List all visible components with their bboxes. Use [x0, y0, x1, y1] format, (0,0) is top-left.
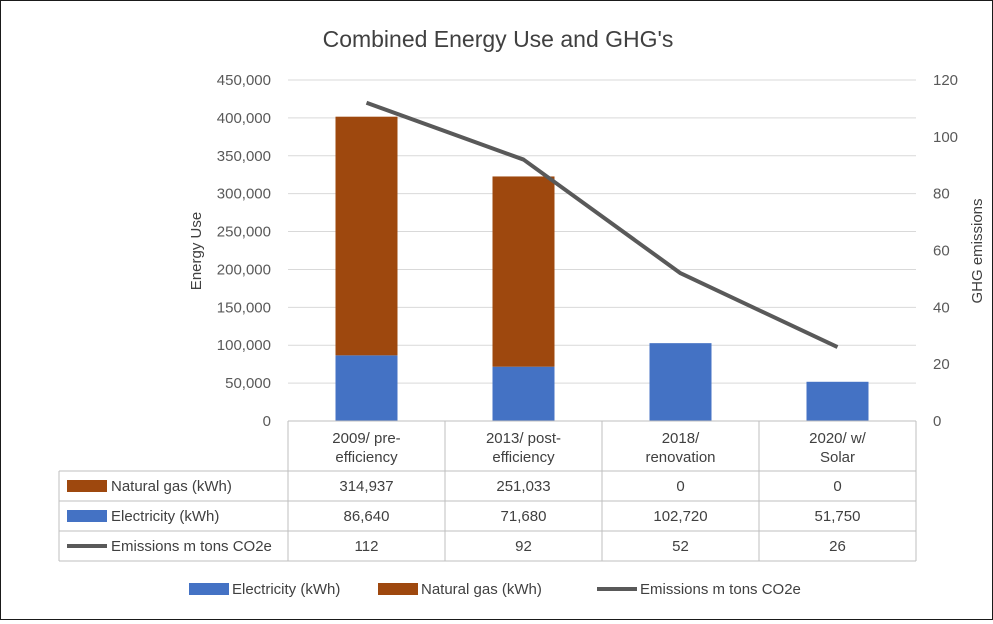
data-label: 26 — [829, 538, 846, 555]
data-label: 251,033 — [496, 478, 550, 495]
legend-key — [189, 583, 229, 595]
bars — [335, 116, 869, 421]
data-label: 92 — [515, 538, 532, 555]
emissions-line-path — [365, 100, 839, 349]
y-tick-label: 100,000 — [217, 337, 271, 354]
bar-natural — [335, 116, 398, 356]
data-label: 0 — [676, 478, 684, 495]
y2-tick-label: 80 — [933, 186, 950, 203]
category-label: efficiency — [335, 449, 398, 466]
y-axis-label: Energy Use — [188, 212, 205, 290]
y2-tick-label: 100 — [933, 129, 958, 146]
y-tick-label: 300,000 — [217, 186, 271, 203]
category-label: 2009/ pre- — [332, 430, 400, 447]
bar-electricity — [649, 343, 712, 421]
bar-electricity — [492, 366, 555, 421]
y-tick-label: 450,000 — [217, 72, 271, 89]
y-tick-label: 0 — [263, 413, 271, 430]
bar-electricity — [335, 355, 398, 421]
y2-tick-label: 60 — [933, 243, 950, 260]
data-label: 51,750 — [815, 508, 861, 525]
table-legend-key — [67, 480, 107, 492]
y-tick-label: 400,000 — [217, 110, 271, 127]
y2-axis-ticks: 0 20 40 60 80 100 120 — [933, 72, 958, 430]
table-legend-key — [67, 510, 107, 522]
y-tick-label: 150,000 — [217, 299, 271, 316]
table-row-label: Natural gas (kWh) — [111, 478, 232, 495]
data-table: 2009/ pre-efficiency 2013/ post-efficienc… — [58, 420, 917, 562]
legend-key — [378, 583, 418, 595]
legend-label: Electricity (kWh) — [232, 581, 340, 598]
chart-title: Combined Energy Use and GHG's — [323, 26, 674, 52]
data-label: 314,937 — [339, 478, 393, 495]
legend: Electricity (kWh) Natural gas (kWh) Emissi… — [189, 581, 801, 598]
category-label: 2020/ w/ — [809, 430, 867, 447]
data-label: 71,680 — [501, 508, 547, 525]
data-label: 52 — [672, 538, 689, 555]
y-axis-ticks: 0 50,000 100,000 150,000 200,000 250,000 300,0… — [217, 72, 271, 430]
bar-natural — [492, 176, 555, 367]
y2-tick-label: 120 — [933, 72, 958, 89]
data-label: 112 — [355, 538, 379, 555]
category-label: Solar — [820, 449, 855, 466]
category-label: 2018/ — [662, 430, 700, 447]
y2-tick-label: 0 — [933, 413, 941, 430]
y-tick-label: 350,000 — [217, 148, 271, 165]
table-row-label: Emissions m tons CO2e — [111, 538, 272, 555]
y2-axis-label: GHG emissions — [969, 198, 986, 303]
y2-tick-label: 20 — [933, 356, 950, 373]
y-tick-label: 250,000 — [217, 224, 271, 241]
data-label: 86,640 — [344, 508, 390, 525]
data-label: 0 — [833, 478, 841, 495]
y-tick-label: 50,000 — [225, 375, 271, 392]
category-label: efficiency — [492, 449, 555, 466]
table-row-label: Electricity (kWh) — [111, 508, 219, 525]
data-label: 102,720 — [653, 508, 707, 525]
category-label: renovation — [645, 449, 715, 466]
category-label: 2013/ post- — [486, 430, 561, 447]
y-tick-label: 200,000 — [217, 261, 271, 278]
bar-electricity — [806, 381, 869, 421]
emissions-line — [365, 100, 839, 349]
legend-label: Emissions m tons CO2e — [640, 581, 801, 598]
y2-tick-label: 40 — [933, 299, 950, 316]
legend-label: Natural gas (kWh) — [421, 581, 542, 598]
